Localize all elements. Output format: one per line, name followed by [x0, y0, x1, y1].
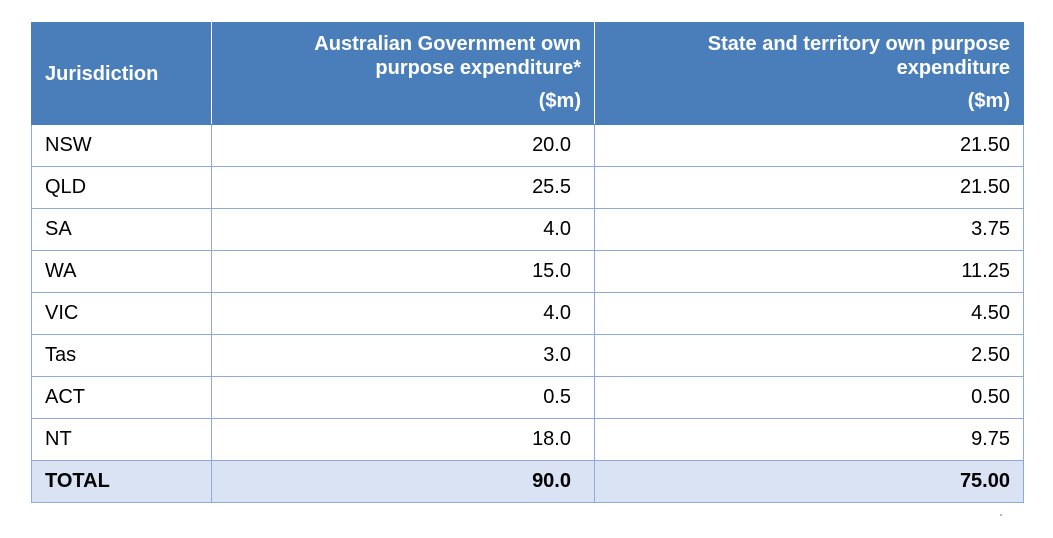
header-jurisdiction: Jurisdiction — [31, 22, 212, 125]
header-australian-gov-line1: Australian Government own — [314, 33, 581, 55]
total-label: TOTAL — [31, 460, 212, 503]
header-row: Jurisdiction Australian Government own p… — [31, 22, 1024, 125]
cell-state-territory: 0.50 — [594, 376, 1024, 419]
table-row: VIC 4.0 4.50 — [31, 292, 1024, 335]
cell-australian-gov: 0.5 — [211, 376, 595, 419]
cell-australian-gov: 25.5 — [211, 166, 595, 209]
header-australian-gov-unit: ($m) — [538, 90, 581, 112]
total-row: TOTAL 90.0 75.00 — [31, 460, 1024, 503]
cell-state-territory: 2.50 — [594, 334, 1024, 377]
table-row: QLD 25.5 21.50 — [31, 166, 1024, 209]
header-state-territory-line2: expenditure — [896, 57, 1010, 79]
table-row: ACT 0.5 0.50 — [31, 376, 1024, 419]
cell-state-territory: 4.50 — [594, 292, 1024, 335]
header-australian-gov: Australian Government own purpose expend… — [211, 22, 595, 125]
table-row: SA 4.0 3.75 — [31, 208, 1024, 251]
table-row: WA 15.0 11.25 — [31, 250, 1024, 293]
cell-state-territory: 21.50 — [594, 166, 1024, 209]
cell-jurisdiction: VIC — [31, 292, 212, 335]
header-state-territory: State and territory own purpose expendit… — [594, 22, 1024, 125]
header-australian-gov-line2: purpose expenditure* — [375, 57, 581, 79]
cell-jurisdiction: SA — [31, 208, 212, 251]
cell-jurisdiction: ACT — [31, 376, 212, 419]
header-state-territory-unit: ($m) — [967, 90, 1010, 112]
cell-state-territory: 21.50 — [594, 124, 1024, 167]
header-state-territory-line1: State and territory own purpose — [707, 33, 1010, 55]
table-row: NT 18.0 9.75 — [31, 418, 1024, 461]
cell-australian-gov: 4.0 — [211, 208, 595, 251]
total-state-territory: 75.00 — [594, 460, 1024, 503]
cell-jurisdiction: NT — [31, 418, 212, 461]
table-row: NSW 20.0 21.50 — [31, 124, 1024, 167]
cell-jurisdiction: NSW — [31, 124, 212, 167]
expenditure-table: Jurisdiction Australian Government own p… — [31, 22, 1024, 503]
cell-australian-gov: 4.0 — [211, 292, 595, 335]
cell-australian-gov: 3.0 — [211, 334, 595, 377]
table-row: Tas 3.0 2.50 — [31, 334, 1024, 377]
cell-jurisdiction: Tas — [31, 334, 212, 377]
total-australian-gov: 90.0 — [211, 460, 595, 503]
cell-jurisdiction: QLD — [31, 166, 212, 209]
stray-dot-mark — [1000, 514, 1002, 516]
cell-state-territory: 9.75 — [594, 418, 1024, 461]
cell-australian-gov: 15.0 — [211, 250, 595, 293]
cell-jurisdiction: WA — [31, 250, 212, 293]
cell-australian-gov: 20.0 — [211, 124, 595, 167]
cell-state-territory: 3.75 — [594, 208, 1024, 251]
cell-australian-gov: 18.0 — [211, 418, 595, 461]
cell-state-territory: 11.25 — [594, 250, 1024, 293]
